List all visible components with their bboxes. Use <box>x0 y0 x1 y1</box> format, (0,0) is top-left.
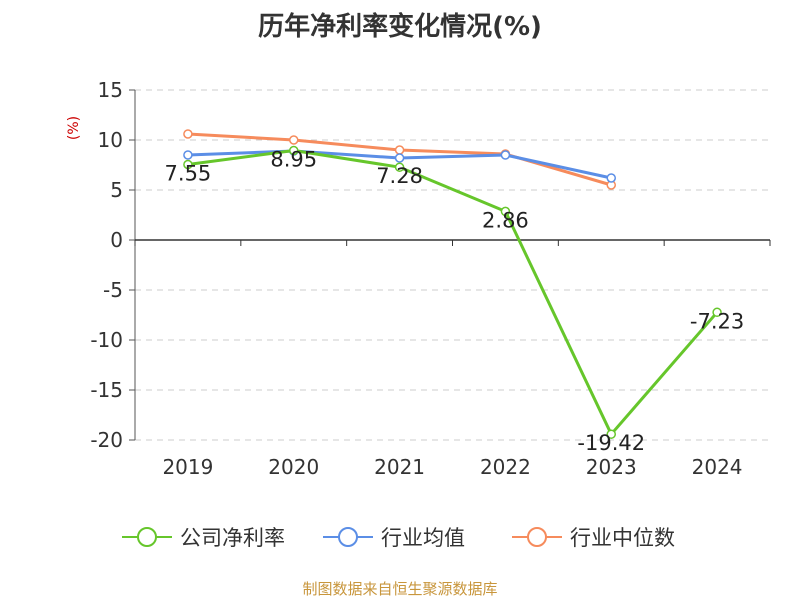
series-lines <box>183 129 722 439</box>
x-tick-label: 2022 <box>480 455 531 479</box>
y-tick-label: 15 <box>98 78 123 102</box>
y-tick-label: -10 <box>90 328 123 352</box>
series-point-2 <box>394 145 405 155</box>
series-point-0 <box>183 159 193 170</box>
series-point-0 <box>606 429 616 439</box>
series-point-0 <box>289 145 299 156</box>
series-line-0 <box>187 149 719 436</box>
series-point-2 <box>289 135 299 145</box>
series-point-0 <box>394 162 405 172</box>
x-tick-label: 2024 <box>692 455 743 479</box>
data-label: 8.95 <box>270 148 317 172</box>
series-point-1 <box>394 153 405 163</box>
series-point-0 <box>712 307 722 318</box>
series-point-1 <box>606 173 616 183</box>
x-tick-label: 2019 <box>162 455 213 479</box>
y-tick-label: 0 <box>110 228 123 252</box>
data-label: -19.42 <box>577 431 645 455</box>
data-label: 7.28 <box>376 164 423 188</box>
y-tick-label: -20 <box>90 428 123 452</box>
legend-label-1: 行业均值 <box>381 526 465 550</box>
y-tick-label: 5 <box>110 178 123 202</box>
series-point-2 <box>183 129 193 139</box>
x-tick-label: 2020 <box>268 455 319 479</box>
legend-label-2: 行业中位数 <box>570 526 675 550</box>
legend: 公司净利率 行业均值 行业中位数 <box>122 526 675 550</box>
legend-label-0: 公司净利率 <box>180 526 285 550</box>
data-label: -7.23 <box>690 309 744 333</box>
legend-marker-1 <box>338 527 358 547</box>
series-point-0 <box>500 206 511 217</box>
legend-marker-0 <box>137 527 157 547</box>
data-label: 7.55 <box>165 162 212 186</box>
series-point-1 <box>500 150 511 160</box>
y-axis-label: (%) <box>66 116 82 140</box>
legend-marker-2 <box>527 527 547 547</box>
axes: 15 10 5 0 -5 -10 -15 -20 2019 2020 2021 2022 2023 202… <box>90 78 771 479</box>
x-tick-label: 2023 <box>586 455 637 479</box>
y-tick-label: -15 <box>90 378 123 402</box>
data-label: 2.86 <box>482 208 529 232</box>
x-tick-label: 2021 <box>374 455 425 479</box>
data-labels: 7.55 8.95 7.28 2.86 -19.42 -7.23 <box>165 148 745 456</box>
series-point-1 <box>183 150 193 160</box>
gridlines <box>135 89 770 441</box>
y-tick-label: 10 <box>98 128 123 152</box>
chart-title: 历年净利率变化情况(%) <box>258 12 542 42</box>
source-note: 制图数据来自恒生聚源数据库 <box>302 580 498 598</box>
y-tick-label: -5 <box>103 278 123 302</box>
